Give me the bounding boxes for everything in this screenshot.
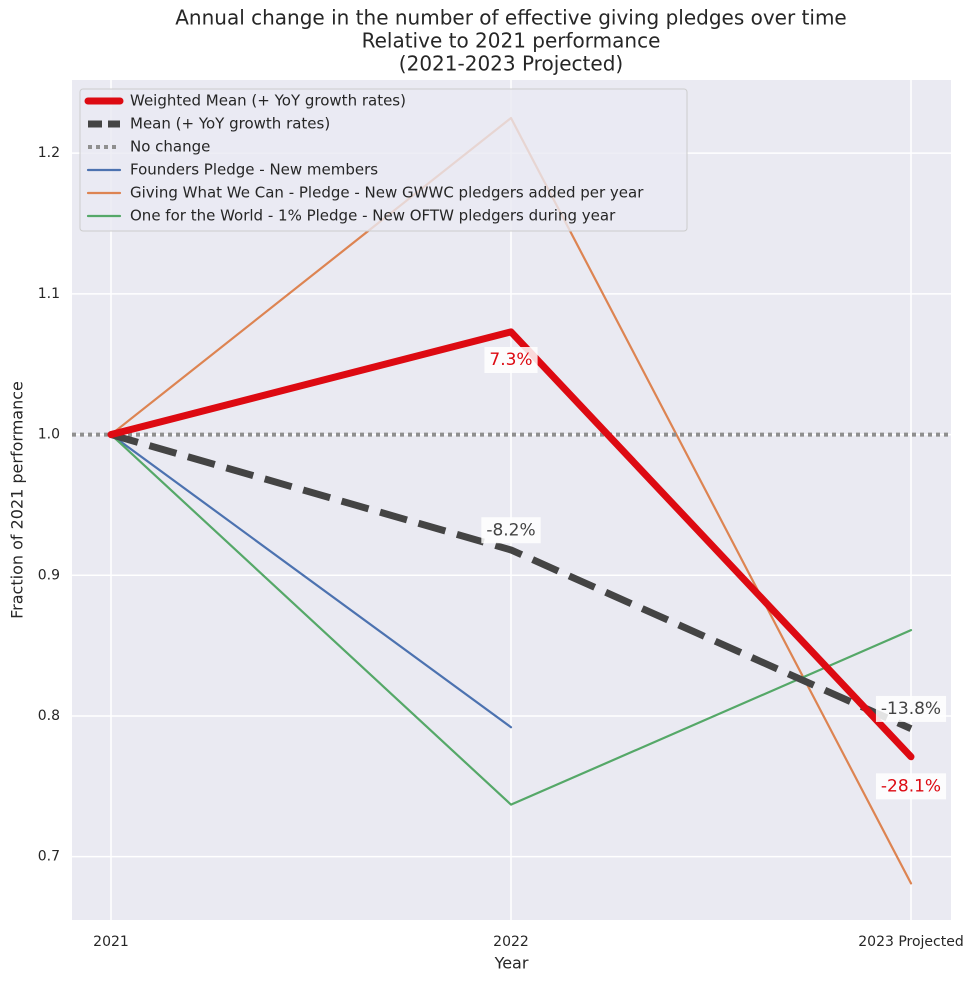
y-tick-label: 1.0 xyxy=(38,427,60,443)
legend-label: Weighted Mean (+ YoY growth rates) xyxy=(130,92,406,110)
annotation-label: 7.3% xyxy=(489,350,532,370)
annotation-label: -28.1% xyxy=(881,776,941,796)
chart-subtitle: (2021-2023 Projected) xyxy=(399,52,623,76)
legend-label: No change xyxy=(130,138,210,156)
y-tick-label: 0.7 xyxy=(38,849,60,865)
legend-label: One for the World - 1% Pledge - New OFTW… xyxy=(130,207,616,225)
x-tick-label: 2023 Projected xyxy=(858,934,963,950)
y-tick-label: 0.9 xyxy=(38,567,60,583)
y-axis-label: Fraction of 2021 performance xyxy=(8,381,27,619)
annotation-box xyxy=(875,695,947,722)
x-tick-label: 2022 xyxy=(493,934,529,950)
annotation-label: -8.2% xyxy=(486,520,535,540)
y-tick-label: 0.8 xyxy=(38,708,60,724)
series-line-founders-pledge-new-members xyxy=(109,433,513,729)
y-tick-label: 1.1 xyxy=(38,286,60,302)
series-line-one-for-the-world-1-pledge-new-oftw-pledgers-during-year xyxy=(109,433,913,806)
chart-title: Annual change in the number of effective… xyxy=(175,6,846,30)
legend-label: Giving What We Can - Pledge - New GWWC p… xyxy=(130,184,644,202)
legend-label: Mean (+ YoY growth rates) xyxy=(130,115,330,133)
x-axis-label: Year xyxy=(494,954,529,973)
annotation: -8.2% xyxy=(481,517,541,544)
series-line-weighted-mean-yoy-growth-rates xyxy=(107,328,915,761)
annotation-box xyxy=(484,347,538,373)
series-line-mean-yoy-growth-rates xyxy=(110,431,913,732)
legend-box xyxy=(79,88,688,232)
annotation-box xyxy=(875,773,947,800)
x-tick-label: 2021 xyxy=(93,934,129,950)
y-tick-label: 1.2 xyxy=(38,145,60,161)
annotation: 7.3% xyxy=(484,347,538,373)
legend: Weighted Mean (+ YoY growth rates) Mean (… xyxy=(79,88,688,232)
annotation: -13.8% xyxy=(875,695,947,722)
legend-label: Founders Pledge - New members xyxy=(130,161,378,179)
annotation-box xyxy=(481,517,541,544)
annotation: -28.1% xyxy=(875,773,947,800)
annotation-label: -13.8% xyxy=(881,699,941,719)
chart-subtitle: Relative to 2021 performance xyxy=(362,29,661,53)
